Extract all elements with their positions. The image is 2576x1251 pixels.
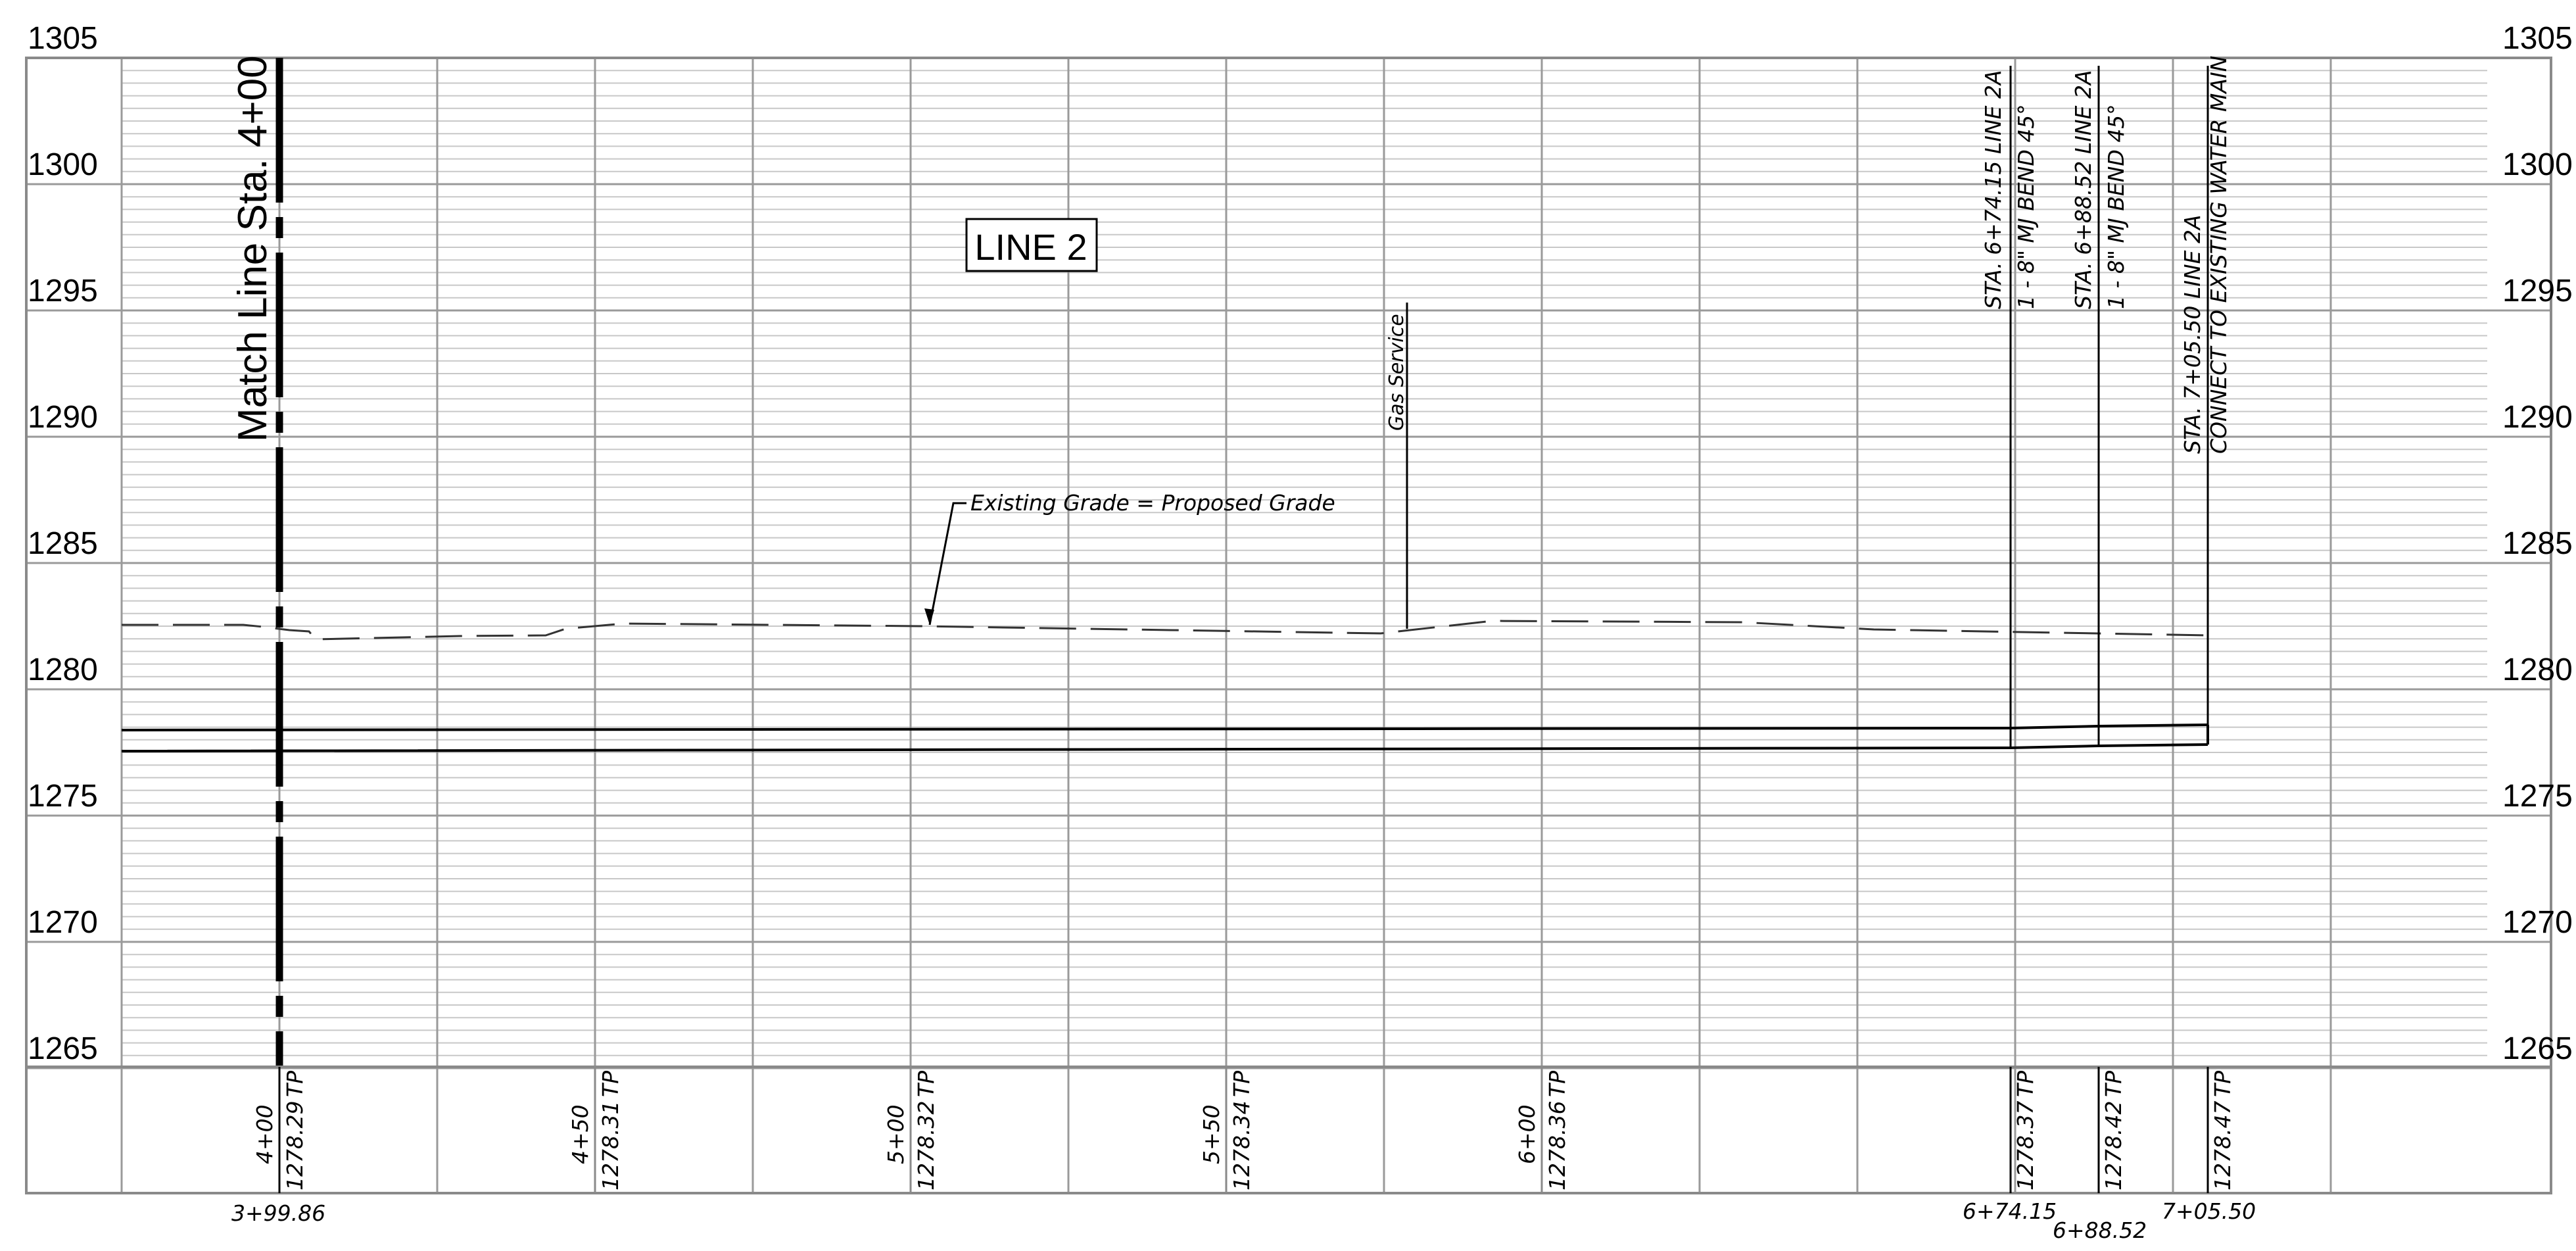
elevation-label: 1300	[2502, 147, 2573, 182]
station-elevation: 1278.31	[598, 1101, 623, 1190]
tp-label: TP	[913, 1071, 939, 1097]
title-box-label: LINE 2	[974, 226, 1087, 268]
elevation-label: 1290	[2502, 400, 2573, 435]
callout-bend2-fitting: 1 - 8" MJ BEND 45°	[2103, 104, 2129, 309]
elevation-label: 1305	[28, 21, 98, 56]
profile-grid	[26, 57, 2551, 1193]
callout-bend1-fitting: 1 - 8" MJ BEND 45°	[2013, 104, 2039, 309]
station-label: 5+00	[883, 1104, 909, 1164]
tp-label: TP	[1229, 1071, 1254, 1097]
station-elevation: 1278.34	[1229, 1101, 1254, 1190]
elevation-axis-right: 1305 1300 1295 1290 1285 1280 1275 1270 …	[2502, 21, 2573, 1066]
tp-label: TP	[2013, 1071, 2038, 1097]
station-label: 6+00	[1514, 1104, 1540, 1164]
grade-note-leader	[928, 502, 966, 626]
existing-grade-line	[122, 620, 2210, 641]
station-label: 5+50	[1199, 1104, 1224, 1164]
tp-label: TP	[2210, 1071, 2235, 1097]
elevation-label: 1300	[28, 147, 98, 182]
tp-label: TP	[282, 1071, 308, 1097]
callout-connection-station: STA. 7+05.50 LINE 2A	[2180, 214, 2205, 454]
water-main-pipe	[121, 724, 2209, 752]
station-elevation: 1278.29	[282, 1101, 308, 1190]
match-line-label: Match Line Sta. 4+00	[230, 55, 275, 442]
elevation-label: 1305	[2502, 21, 2573, 56]
line-title-box: LINE 2	[965, 218, 1098, 272]
elevation-label: 1290	[28, 400, 98, 435]
elevation-label: 1270	[28, 905, 98, 940]
station-band: 4+00 1278.29 TP 4+50 1278.31 TP 5+00 127…	[26, 1066, 2551, 1193]
drawing-frame	[25, 57, 2552, 1194]
match-line: Match Line Sta. 4+00	[230, 55, 283, 1067]
station-label: 4+50	[567, 1104, 593, 1164]
elevation-label: 1295	[2502, 274, 2573, 308]
pipe-bottom	[121, 743, 2208, 752]
title-box-frame	[965, 218, 1098, 272]
elevation-label: 1280	[28, 652, 98, 687]
station-elevation: 1278.42	[2101, 1101, 2126, 1190]
station-label: 4+00	[252, 1104, 277, 1164]
elevation-label: 1275	[2502, 779, 2573, 814]
callout-connection-note: CONNECT TO EXISTING WATER MAIN	[2206, 56, 2231, 454]
elevation-label: 1285	[28, 526, 98, 561]
elevation-label: 1265	[2502, 1031, 2573, 1066]
fitting-callouts: STA. 6+74.15 LINE 2A 1 - 8" MJ BEND 45° …	[1980, 56, 2231, 748]
station-elevation: 1278.37	[2013, 1101, 2038, 1190]
grade-note: Existing Grade = Proposed Grade	[924, 490, 1335, 626]
elevation-label: 1275	[28, 779, 98, 814]
bottom-station-label: 6+74.15	[1963, 1198, 2057, 1224]
tp-label: TP	[598, 1071, 623, 1097]
pipe-top	[121, 724, 2208, 731]
callout-bend2-station: STA. 6+88.52 LINE 2A	[2070, 70, 2096, 309]
bottom-station-label: 3+99.86	[231, 1200, 325, 1226]
gas-service-label: Gas Service	[1385, 314, 1408, 431]
station-elevation: 1278.32	[913, 1101, 939, 1190]
grade-note-label: Existing Grade = Proposed Grade	[970, 490, 1335, 516]
elevation-label: 1295	[28, 274, 98, 308]
elevation-label: 1270	[2502, 905, 2573, 940]
callout-bend1-station: STA. 6+74.15 LINE 2A	[1980, 70, 2006, 309]
tp-label: TP	[1544, 1071, 1570, 1097]
elevation-label: 1280	[2502, 652, 2573, 687]
bottom-station-label: 6+88.52	[2053, 1217, 2147, 1243]
station-elevation: 1278.36	[1544, 1101, 1570, 1190]
bottom-station-label: 7+05.50	[2162, 1198, 2256, 1224]
elevation-label: 1265	[28, 1031, 98, 1066]
station-elevation: 1278.47	[2210, 1101, 2235, 1190]
tp-label: TP	[2101, 1071, 2126, 1097]
leader-arrowhead	[924, 608, 934, 625]
bottom-station-labels: 3+99.86 6+74.15 6+88.52 7+05.50	[231, 1198, 2256, 1243]
gas-service-marker: Gas Service	[1385, 303, 1408, 629]
elevation-label: 1285	[2502, 526, 2573, 561]
elevation-axis-left: 1305 1300 1295 1290 1285 1280 1275 1270 …	[28, 21, 98, 1066]
